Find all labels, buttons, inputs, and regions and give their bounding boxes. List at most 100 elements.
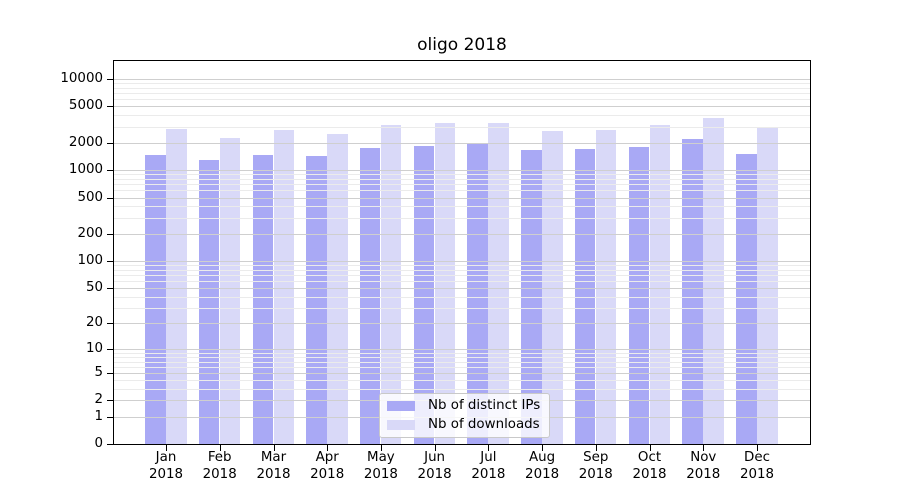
gridline-minor-900 xyxy=(114,174,810,176)
gridline-minor-40 xyxy=(114,296,810,298)
y-tick-label-2000: 2000 xyxy=(68,134,103,150)
legend-swatch-distinct-ips xyxy=(387,400,415,411)
gridline-minor-300 xyxy=(114,217,810,219)
x-tick-label-sep: Sep 2018 xyxy=(578,450,613,482)
gridline-minor-9000 xyxy=(114,83,810,84)
bar-distinct-ips-mar xyxy=(252,155,273,444)
gridline-minor-4000 xyxy=(114,115,810,117)
y-tick-5 xyxy=(107,373,114,374)
x-tick-feb xyxy=(219,444,221,451)
bar-distinct-ips-oct xyxy=(628,146,649,444)
x-tick-jan xyxy=(166,444,167,451)
bar-downloads-may xyxy=(380,124,402,444)
x-tick-apr xyxy=(327,444,329,451)
x-tick-sep xyxy=(595,444,597,451)
y-tick-label-20: 20 xyxy=(85,315,103,331)
gridline-minor-600 xyxy=(114,190,810,192)
gridline-minor-7000 xyxy=(114,92,810,94)
gridline-major-2000 xyxy=(114,142,810,144)
gridline-minor-700 xyxy=(114,184,810,186)
x-tick-label-oct: Oct 2018 xyxy=(632,450,667,482)
gridline-major-10000 xyxy=(114,78,810,80)
y-tick-label-5: 5 xyxy=(94,365,103,380)
x-tick-label-apr: Apr 2018 xyxy=(310,450,345,482)
x-tick-label-mar: Mar 2018 xyxy=(256,450,291,482)
y-tick-label-50: 50 xyxy=(85,280,103,296)
bar-downloads-mar xyxy=(273,130,294,444)
gridline-minor-6000 xyxy=(114,99,810,100)
y-tick-label-10: 10 xyxy=(85,340,103,356)
y-tick-label-2: 2 xyxy=(94,392,103,408)
gridline-minor-60 xyxy=(114,281,810,282)
y-tick-100 xyxy=(107,261,114,262)
x-tick-dec xyxy=(757,444,758,451)
legend-item-downloads: Nb of downloads xyxy=(387,415,540,434)
y-tick-500 xyxy=(107,197,114,199)
gridline-minor-4 xyxy=(114,380,810,382)
y-tick-label-10000: 10000 xyxy=(60,70,103,86)
gridline-minor-70 xyxy=(114,275,810,276)
legend-label-downloads: Nb of downloads xyxy=(428,417,540,432)
gridline-major-10 xyxy=(114,348,810,350)
y-tick-5000 xyxy=(107,106,114,108)
y-tick-label-0: 0 xyxy=(94,436,103,451)
bar-distinct-ips-jun xyxy=(413,145,435,444)
bar-distinct-ips-apr xyxy=(306,155,327,444)
gridline-minor-400 xyxy=(114,206,810,208)
gridline-major-20 xyxy=(114,323,810,325)
x-tick-label-jan: Jan 2018 xyxy=(148,450,184,482)
x-tick-jul xyxy=(488,444,490,451)
y-tick-200 xyxy=(107,233,114,235)
y-tick-label-1: 1 xyxy=(94,408,103,424)
bar-distinct-ips-sep xyxy=(574,149,596,444)
x-tick-label-jul: Jul 2018 xyxy=(471,450,506,482)
gridline-minor-3 xyxy=(114,389,810,390)
plot-area xyxy=(113,60,811,445)
bar-downloads-oct xyxy=(649,124,670,444)
bar-downloads-jan xyxy=(166,129,187,444)
gridline-minor-90 xyxy=(114,265,810,267)
gridline-minor-9 xyxy=(114,352,810,354)
x-tick-mar xyxy=(273,444,275,451)
bar-distinct-ips-jan xyxy=(145,154,166,444)
y-tick-2000 xyxy=(107,142,114,144)
bar-downloads-jun xyxy=(434,123,456,444)
y-tick-label-500: 500 xyxy=(77,189,103,205)
bar-distinct-ips-may xyxy=(359,148,381,444)
gridline-major-500 xyxy=(114,197,810,199)
gridline-minor-30 xyxy=(114,307,810,309)
x-tick-may xyxy=(380,444,382,451)
chart-title: oligo 2018 xyxy=(417,35,507,55)
x-tick-label-dec: Dec 2018 xyxy=(739,450,775,482)
gridline-minor-8000 xyxy=(114,87,810,89)
gridline-minor-7 xyxy=(114,361,810,363)
bar-downloads-aug xyxy=(542,130,563,444)
x-tick-oct xyxy=(649,444,651,451)
y-tick-20 xyxy=(107,323,114,325)
y-tick-10 xyxy=(107,348,114,350)
gridline-minor-6 xyxy=(114,366,810,368)
gridline-minor-80 xyxy=(114,269,810,271)
x-tick-label-jun: Jun 2018 xyxy=(417,450,452,482)
gridline-major-5000 xyxy=(114,106,810,108)
x-tick-aug xyxy=(542,444,544,451)
x-tick-label-feb: Feb 2018 xyxy=(202,450,237,482)
y-tick-label-100: 100 xyxy=(77,253,103,268)
gridline-major-100 xyxy=(114,261,810,262)
gridline-minor-3000 xyxy=(114,126,810,128)
y-tick-1 xyxy=(107,416,114,418)
y-tick-2 xyxy=(107,400,114,402)
bar-distinct-ips-dec xyxy=(736,154,757,444)
bar-downloads-jul xyxy=(488,123,509,444)
y-tick-1000 xyxy=(107,170,114,172)
legend-label-distinct-ips: Nb of distinct IPs xyxy=(428,398,541,413)
x-tick-nov xyxy=(703,444,705,451)
x-tick-jun xyxy=(434,444,436,451)
bar-downloads-sep xyxy=(595,129,617,444)
y-tick-label-5000: 5000 xyxy=(68,98,103,114)
gridline-major-200 xyxy=(114,233,810,235)
x-tick-label-aug: Aug 2018 xyxy=(525,450,560,482)
